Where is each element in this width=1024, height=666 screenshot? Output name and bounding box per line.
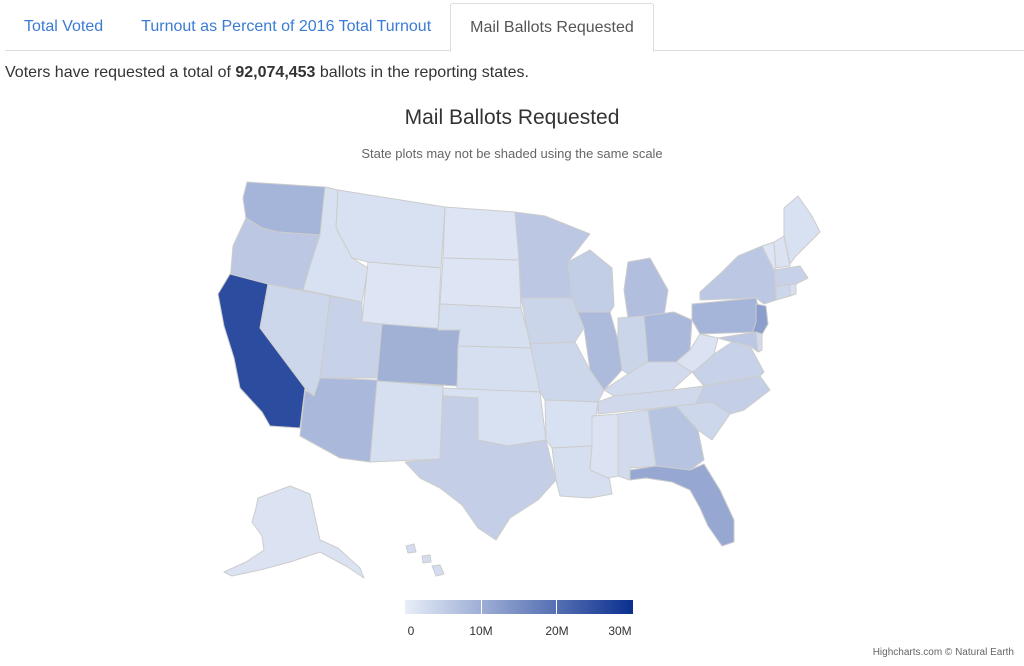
legend-label-30m: 30M <box>608 624 632 638</box>
state-md[interactable] <box>717 331 759 353</box>
tab-turnout-percent[interactable]: Turnout as Percent of 2016 Total Turnout <box>141 18 432 35</box>
legend-tick <box>556 600 557 614</box>
tab-total-voted[interactable]: Total Voted <box>24 18 104 35</box>
state-mt[interactable] <box>335 189 446 269</box>
state-hi[interactable] <box>405 543 445 577</box>
legend-tick <box>481 600 482 614</box>
state-ma[interactable] <box>773 265 809 287</box>
state-tx[interactable] <box>404 395 557 541</box>
summary-prefix: Voters have requested a total of <box>5 64 236 81</box>
state-sd[interactable] <box>439 257 522 309</box>
legend-label-10m: 10M <box>469 624 493 638</box>
state-il[interactable] <box>577 311 623 391</box>
legend-label-20m: 20M <box>545 624 569 638</box>
map-title: Mail Ballots Requested <box>404 106 620 129</box>
state-nh[interactable] <box>773 235 791 269</box>
state-ks[interactable] <box>456 345 541 393</box>
state-fl[interactable] <box>629 463 735 547</box>
state-mi[interactable] <box>623 257 669 319</box>
state-ri[interactable] <box>789 283 797 297</box>
state-pa[interactable] <box>691 297 763 335</box>
state-de[interactable] <box>755 331 763 353</box>
state-ak[interactable] <box>223 485 365 579</box>
color-legend-bar <box>405 600 633 614</box>
state-me[interactable] <box>783 195 821 265</box>
tab-bar: Total Voted Turnout as Percent of 2016 T… <box>5 3 1024 52</box>
summary-suffix: ballots in the reporting states. <box>315 64 529 81</box>
state-wy[interactable] <box>361 261 442 331</box>
map-credits[interactable]: Highcharts.com © Natural Earth <box>872 647 1014 658</box>
state-ct[interactable] <box>775 283 791 301</box>
legend-label-0: 0 <box>407 624 415 638</box>
state-wv[interactable] <box>675 333 719 373</box>
state-ny[interactable] <box>699 245 777 305</box>
tab-mail-ballots-requested[interactable]: Mail Ballots Requested <box>450 3 654 52</box>
state-va[interactable] <box>691 341 765 387</box>
state-wi[interactable] <box>567 249 615 313</box>
state-nm[interactable] <box>369 380 444 463</box>
state-ms[interactable] <box>589 413 619 479</box>
state-ar[interactable] <box>544 399 599 449</box>
state-co[interactable] <box>376 323 461 387</box>
state-mo[interactable] <box>529 341 605 403</box>
state-ia[interactable] <box>520 297 585 345</box>
map-subtitle: State plots may not be shaded using the … <box>361 146 663 161</box>
state-nd[interactable] <box>442 206 520 261</box>
summary-total: 92,074,453 <box>235 64 316 81</box>
summary-text: Voters have requested a total of 92,074,… <box>5 64 529 82</box>
